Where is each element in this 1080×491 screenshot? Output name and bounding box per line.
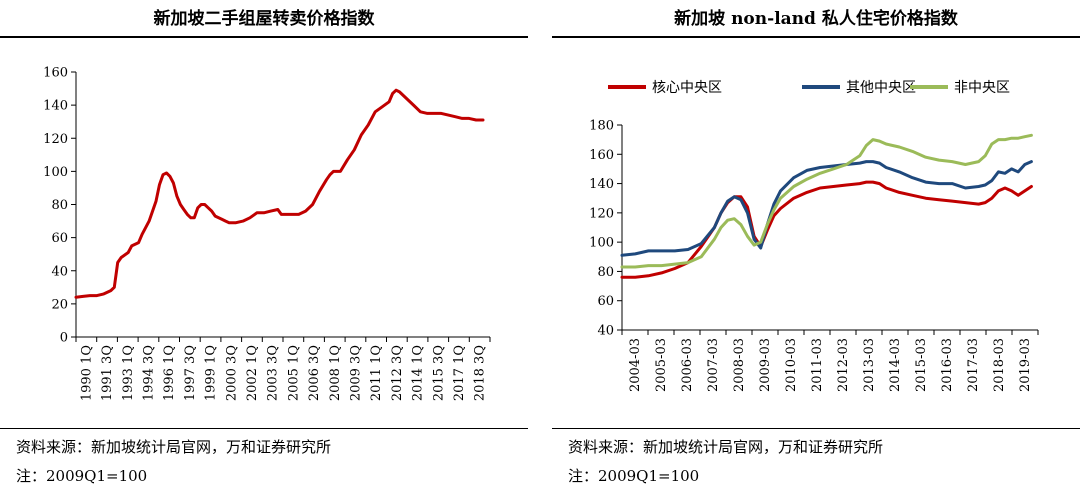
y-tick-label: 40 — [597, 324, 614, 339]
x-tick-label: 2000 3Q — [224, 345, 239, 401]
x-tick-label: 2018 3Q — [473, 345, 488, 401]
x-tick-label: 2002 1Q — [245, 345, 260, 401]
right-source-note: 资料来源：新加坡统计局官网，万和证券研究所 — [568, 438, 884, 456]
right-source-rule — [552, 428, 1080, 429]
y-tick-label: 80 — [51, 198, 68, 213]
y-tick-label: 60 — [51, 231, 68, 246]
x-tick-label: 2005-03 — [654, 338, 669, 392]
right-base-note: 注：2009Q1=100 — [568, 467, 700, 485]
left-chart-title: 新加坡二手组屋转卖价格指数 — [153, 9, 375, 29]
x-tick-label: 2009 3Q — [348, 345, 363, 401]
x-tick-label: 2017-03 — [966, 338, 981, 392]
left-title-rule — [0, 36, 528, 38]
x-tick-label: 2015-03 — [914, 338, 929, 392]
y-tick-label: 120 — [589, 206, 614, 221]
y-tick-label: 60 — [597, 294, 614, 309]
y-tick-label: 120 — [43, 132, 68, 147]
x-tick-label: 1990 1Q — [79, 345, 94, 401]
x-tick-label: 2008-03 — [732, 338, 747, 392]
x-tick-label: 2008 1Q — [328, 345, 343, 401]
x-tick-label: 1999 1Q — [204, 345, 219, 401]
x-tick-label: 2018-03 — [992, 338, 1007, 392]
x-tick-label: 2010-03 — [784, 338, 799, 392]
right-chart-title: 新加坡 non-land 私人住宅价格指数 — [674, 9, 958, 29]
x-tick-label: 2005 1Q — [286, 345, 301, 401]
x-tick-label: 2012-03 — [836, 338, 851, 392]
x-tick-label: 1994 3Q — [141, 345, 156, 401]
x-tick-label: 2017 1Q — [452, 345, 467, 401]
legend-label: 非中央区 — [954, 80, 1010, 96]
y-tick-label: 140 — [43, 99, 68, 114]
hdb-resale-price-chart: 0 20 40 60 80 100 120 140 160 1990 1Q 1991 3Q 1993 … — [43, 66, 491, 401]
x-tick-label: 2006-03 — [680, 338, 695, 392]
legend-label: 核心中央区 — [652, 80, 722, 96]
x-tick-label: 2007-03 — [706, 338, 721, 392]
series-line — [620, 133, 1033, 269]
x-tick-label: 1996 1Q — [162, 345, 177, 401]
x-tick-label: 2004-03 — [628, 338, 643, 392]
y-tick-label: 160 — [589, 148, 614, 163]
y-tick-label: 140 — [589, 177, 614, 192]
x-tick-label: 2015 3Q — [431, 345, 446, 401]
y-tick-label: 20 — [51, 297, 68, 312]
right-chart-panel: 新加坡 non-land 私人住宅价格指数 40 60 80 100 120 140 160… — [552, 0, 1080, 491]
left-source-note: 资料来源：新加坡统计局官网，万和证券研究所 — [16, 438, 332, 456]
y-tick-label: 100 — [589, 236, 614, 251]
y-tick-label: 80 — [597, 265, 614, 280]
x-tick-label: 2011 1Q — [369, 345, 384, 401]
y-tick-label: 180 — [589, 119, 614, 134]
right-title-rule — [552, 36, 1080, 38]
x-tick-label: 1997 3Q — [183, 345, 198, 401]
x-tick-label: 2019-03 — [1018, 338, 1033, 392]
x-tick-label: 2013-03 — [862, 338, 877, 392]
x-tick-label: 2016-03 — [940, 338, 955, 392]
left-base-note: 注：2009Q1=100 — [16, 467, 148, 485]
series-line — [74, 88, 485, 299]
x-tick-label: 2009-03 — [758, 338, 773, 392]
x-tick-label: 1993 1Q — [121, 345, 136, 401]
legend-label: 其他中央区 — [846, 80, 916, 96]
x-tick-label: 2003 3Q — [266, 345, 281, 401]
y-tick-label: 0 — [60, 331, 68, 346]
x-tick-label: 2012 3Q — [390, 345, 405, 401]
y-tick-label: 100 — [43, 165, 68, 180]
left-source-rule — [0, 428, 528, 429]
private-residential-price-chart: 40 60 80 100 120 140 160 180 2004-03 2005-03 2006-… — [589, 80, 1039, 392]
left-chart-panel: 新加坡二手组屋转卖价格指数 0 20 40 60 80 100 120 140 160 1990 … — [0, 0, 528, 491]
x-tick-label: 2014-03 — [888, 338, 903, 392]
x-tick-label: 2014 1Q — [411, 345, 426, 401]
x-tick-label: 2011-03 — [810, 338, 825, 392]
y-tick-label: 160 — [43, 66, 68, 81]
x-tick-label: 1991 3Q — [100, 345, 115, 401]
x-tick-label: 2006 3Q — [307, 345, 322, 401]
y-tick-label: 40 — [51, 264, 68, 279]
series-line — [620, 160, 1033, 257]
